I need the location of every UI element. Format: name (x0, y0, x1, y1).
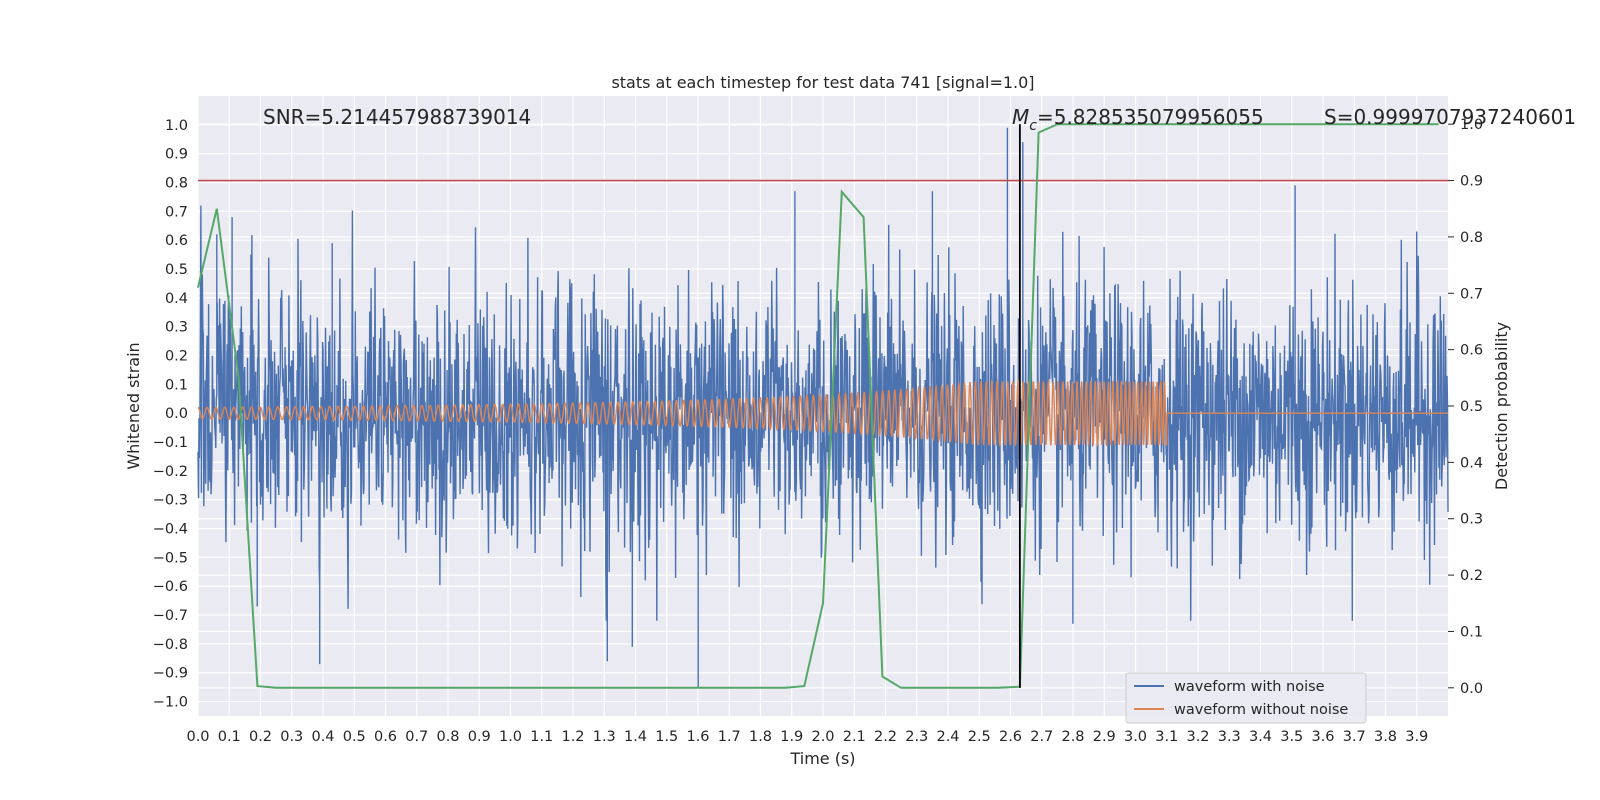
y-tick-label: −0.5 (153, 550, 188, 566)
waveform-with-noise-series (197, 127, 1449, 688)
x-tick-label: 1.3 (593, 729, 616, 745)
x-tick-label: 1.0 (499, 729, 522, 745)
legend-label-clean: waveform without noise (1174, 702, 1348, 718)
y-tick-label: −0.8 (153, 637, 188, 653)
x-tick-label: 1.4 (624, 729, 647, 745)
x-tick-label: 2.2 (874, 729, 897, 745)
x-tick-label: 3.4 (1249, 729, 1272, 745)
x-tick-label: 0.9 (468, 729, 491, 745)
x-tick-label: 1.6 (686, 729, 709, 745)
x-tick-label: 1.5 (655, 729, 678, 745)
x-tick-label: 1.9 (780, 729, 803, 745)
y2-tick-label: 0.3 (1460, 512, 1483, 528)
x-tick-label: 2.0 (811, 729, 834, 745)
x-tick-label: 2.7 (1030, 729, 1053, 745)
x-tick-label: 0.3 (280, 729, 303, 745)
x-tick-label: 0.6 (374, 729, 397, 745)
x-tick-label: 2.5 (968, 729, 991, 745)
y-tick-label: 0.3 (165, 320, 188, 336)
y2-tick-label: 0.6 (1460, 343, 1483, 359)
chirp-mass-value: =5.828535079956055 (1037, 105, 1264, 129)
y-tick-label: 0.5 (165, 262, 188, 278)
y-tick-label: −0.1 (153, 435, 188, 451)
x-tick-label: 3.9 (1405, 729, 1428, 745)
y-tick-label: −0.3 (153, 493, 188, 509)
y-tick-label: 0.6 (165, 233, 188, 249)
x-tick-label: 2.3 (905, 729, 928, 745)
x-tick-label: 1.7 (718, 729, 741, 745)
x-tick-label: 0.0 (186, 729, 209, 745)
x-axis-label: Time (s) (789, 749, 855, 768)
chirp-mass-annotation: Mc=5.828535079956055 (1012, 105, 1264, 134)
y2-axis-label: Detection probability (1492, 322, 1511, 490)
x-tick-label: 0.8 (436, 729, 459, 745)
chirp-mass-subscript: c (1029, 118, 1037, 134)
y2-tick-label: 1.0 (1460, 117, 1483, 133)
y2-tick-label: 0.1 (1460, 624, 1483, 640)
x-tick-label: 2.8 (1061, 729, 1084, 745)
x-tick-label: 3.8 (1374, 729, 1397, 745)
y-tick-label: 0.2 (165, 349, 188, 365)
y-tick-label: −1.0 (153, 695, 188, 711)
x-tick-label: 0.7 (405, 729, 428, 745)
x-tick-label: 3.1 (1155, 729, 1178, 745)
y2-tick-label: 0.9 (1460, 174, 1483, 190)
x-tick-label: 3.5 (1280, 729, 1303, 745)
legend-label-noise: waveform with noise (1174, 679, 1325, 695)
detection-probability-line (197, 123, 1439, 689)
y-axis-label: Whitened strain (124, 342, 143, 469)
y-tick-label: 0.9 (165, 147, 188, 163)
x-tick-label: 2.4 (936, 729, 959, 745)
y2-tick-label: 0.7 (1460, 286, 1483, 302)
x-tick-label: 1.1 (530, 729, 553, 745)
y-tick-label: 0.1 (165, 377, 188, 393)
chirp-mass-symbol: M (1012, 105, 1029, 129)
y-tick-label: 0.0 (165, 406, 188, 422)
y-tick-label: 1.0 (165, 118, 188, 134)
y-tick-label: 0.7 (165, 204, 188, 220)
y-tick-labels: 1.0 0.9 0.8 0.7 0.6 0.5 0.4 0.3 0.2 0.1 0.0 −0.1 −0.… (153, 118, 188, 711)
detection-probability-series (197, 123, 1439, 689)
y2-tick-label: 0.4 (1460, 455, 1483, 471)
y2-tick-label: 0.5 (1460, 399, 1483, 415)
y-tick-label: −0.7 (153, 608, 188, 624)
x-tick-label: 0.4 (311, 729, 334, 745)
x-tick-label: 3.0 (1124, 729, 1147, 745)
y2-tick-label: 0.0 (1460, 681, 1483, 697)
chart-title: stats at each timestep for test data 741… (611, 73, 1034, 92)
y-tick-label: 0.4 (165, 291, 188, 307)
y-tick-label: −0.2 (153, 464, 188, 480)
waveform-without-noise-series (197, 378, 1448, 448)
y-tick-label: 0.8 (165, 176, 188, 192)
x-tick-label: 2.6 (999, 729, 1022, 745)
x-tick-label: 3.3 (1218, 729, 1241, 745)
clean-waveform-line (197, 378, 1448, 448)
y-tick-label: −0.4 (153, 522, 188, 538)
x-tick-labels: 0.0 0.1 0.2 0.3 0.4 0.5 0.6 0.7 0.8 0.9 1.0 1.1 1.2 1… (186, 729, 1428, 745)
x-tick-label: 2.1 (843, 729, 866, 745)
x-tick-label: 3.6 (1311, 729, 1334, 745)
y2-tick-labels: 1.0 0.9 0.8 0.7 0.6 0.5 0.4 0.3 0.2 0.1 0.0 (1448, 117, 1483, 697)
y-tick-label: −0.9 (153, 666, 188, 682)
x-tick-label: 3.2 (1186, 729, 1209, 745)
noise-waveform-line (197, 127, 1449, 688)
legend-box (1125, 672, 1367, 724)
legend: waveform with noise waveform without noi… (1125, 672, 1367, 724)
y2-tick-label: 0.2 (1460, 568, 1483, 584)
x-tick-label: 1.2 (561, 729, 584, 745)
x-tick-label: 2.9 (1093, 729, 1116, 745)
snr-annotation: SNR=5.214457988739014 (263, 105, 531, 129)
x-tick-label: 0.2 (249, 729, 272, 745)
y-tick-label: −0.6 (153, 579, 188, 595)
s-annotation: S=0.9999707937240601 (1324, 105, 1576, 129)
y2-tick-label: 0.8 (1460, 230, 1483, 246)
x-tick-label: 3.7 (1343, 729, 1366, 745)
x-tick-label: 1.8 (749, 729, 772, 745)
x-tick-label: 0.5 (343, 729, 366, 745)
x-tick-label: 0.1 (218, 729, 241, 745)
